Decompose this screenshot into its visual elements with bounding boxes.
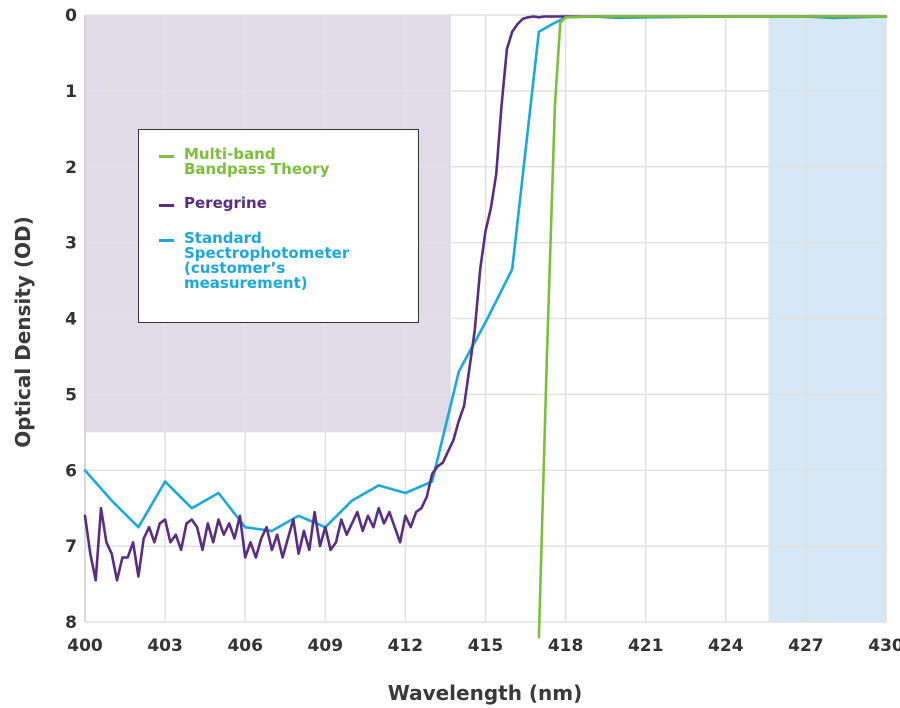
legend-label: Peregrine bbox=[184, 194, 267, 212]
legend: Multi-band Bandpass Theory Peregrine Sta… bbox=[138, 129, 419, 323]
x-tick-label: 430 bbox=[868, 636, 900, 656]
y-axis-label: Optical Density (OD) bbox=[11, 216, 35, 448]
series-line-1 bbox=[537, 15, 888, 639]
y-tick-label: 8 bbox=[65, 613, 77, 633]
x-tick-label: 418 bbox=[548, 636, 584, 656]
y-tick-label: 1 bbox=[65, 82, 77, 102]
y-tick-label: 5 bbox=[65, 385, 77, 405]
legend-label: Standard Spectrophotometer (customer’s m… bbox=[184, 229, 350, 292]
grid-lines bbox=[84, 14, 887, 623]
y-tick-label: 2 bbox=[65, 158, 77, 178]
legend-swatch bbox=[159, 204, 174, 207]
y-tick-label: 3 bbox=[65, 234, 77, 254]
legend-item-peregrine: Peregrine bbox=[159, 196, 267, 211]
x-tick-labels: 400 403 406 409 412 415 418 421 424 427 430 bbox=[67, 636, 900, 656]
legend-item-spectrophotometer: Standard Spectrophotometer (customer’s m… bbox=[159, 231, 349, 291]
x-tick-label: 406 bbox=[227, 636, 263, 656]
x-tick-label: 424 bbox=[708, 636, 744, 656]
legend-item-theory: Multi-band Bandpass Theory bbox=[159, 147, 329, 177]
x-tick-label: 412 bbox=[388, 636, 424, 656]
x-tick-label: 415 bbox=[468, 636, 504, 656]
x-tick-label: 421 bbox=[628, 636, 664, 656]
x-tick-label: 403 bbox=[147, 636, 183, 656]
y-tick-label: 0 bbox=[65, 6, 77, 26]
y-tick-label: 4 bbox=[65, 310, 77, 330]
y-tick-label: 6 bbox=[65, 461, 77, 481]
x-axis-label: Wavelength (nm) bbox=[388, 681, 583, 705]
x-tick-label: 400 bbox=[67, 636, 103, 656]
y-tick-label: 7 bbox=[65, 537, 77, 557]
x-tick-label: 409 bbox=[308, 636, 344, 656]
series-line-2 bbox=[83, 15, 888, 582]
legend-swatch bbox=[159, 155, 174, 158]
x-tick-label: 427 bbox=[788, 636, 824, 656]
legend-swatch bbox=[159, 239, 174, 242]
series-layer bbox=[83, 15, 888, 639]
y-tick-labels: 0 1 2 3 4 5 6 7 8 bbox=[65, 6, 77, 633]
legend-label: Multi-band Bandpass Theory bbox=[184, 145, 330, 178]
